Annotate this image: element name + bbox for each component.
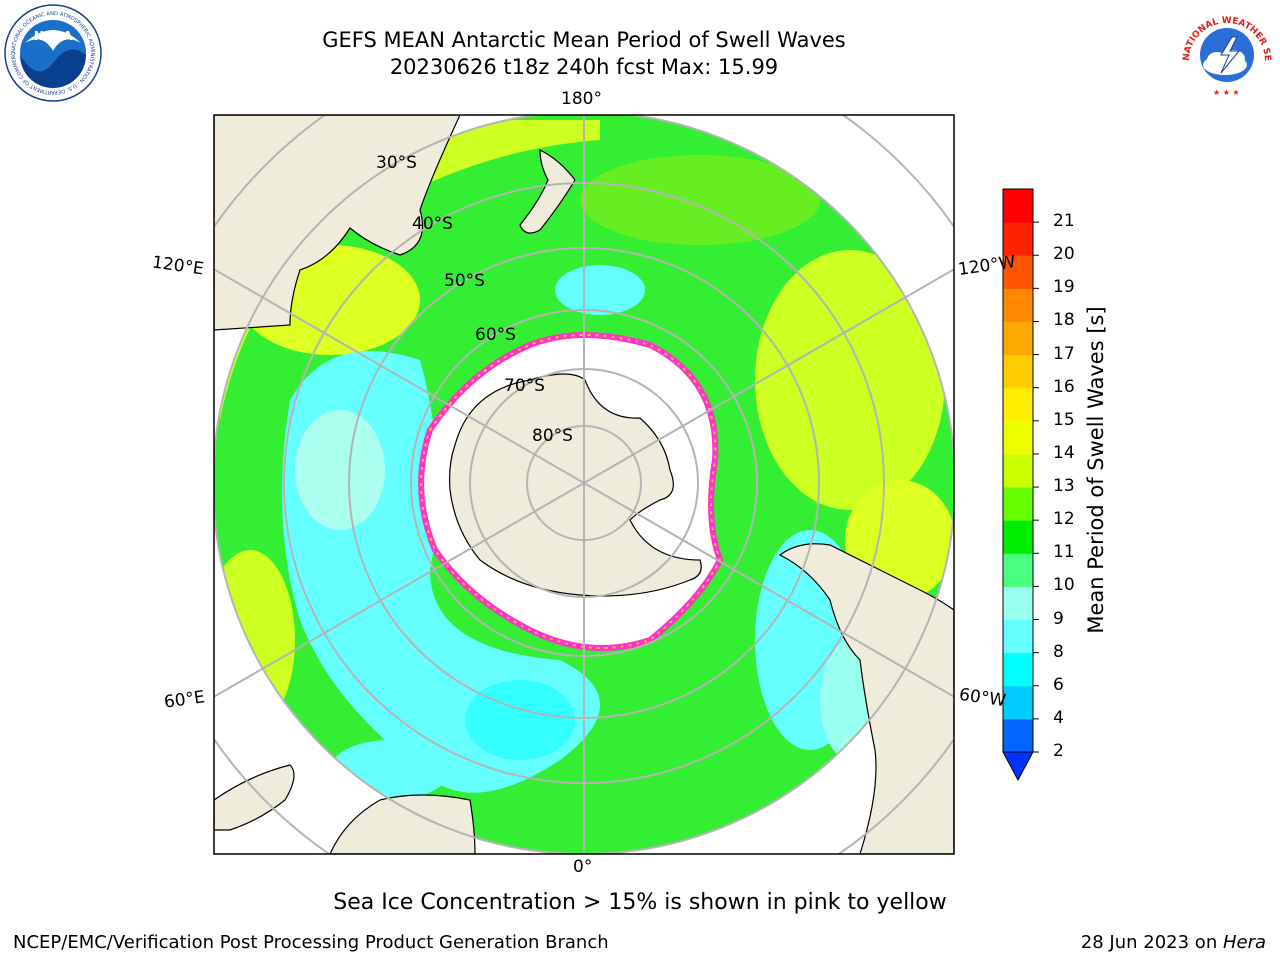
africa (329, 794, 476, 854)
lon-label-0: 0° (573, 857, 593, 877)
colorbar-segment (1003, 685, 1033, 720)
lat-label-80s: 80°S (532, 426, 573, 446)
footer-branch: NCEP/EMC/Verification Post Processing Pr… (13, 932, 609, 953)
graticule (214, 115, 954, 854)
colorbar-tick-label: 16 (1053, 376, 1075, 397)
footer-date: 28 Jun 2023 on Hera (1081, 932, 1266, 953)
colorbar-segment (1003, 222, 1033, 256)
colorbar-segment (1003, 520, 1033, 554)
colorbar-segment (1003, 354, 1033, 389)
colorbar-tick-label: 11 (1053, 542, 1075, 563)
colorbar-tick-label: 17 (1053, 343, 1075, 364)
colorbar-tick-label: 12 (1053, 509, 1075, 530)
lat-label-70s: 70°S (504, 376, 545, 396)
colorbar-tick-label: 9 (1053, 608, 1064, 629)
footer-date-text: 28 Jun 2023 on (1080, 932, 1223, 953)
colorbar-segment (1003, 321, 1033, 356)
nws-logo: NATIONAL WEATHER SERVICE ★ ★ ★ (1174, 0, 1277, 103)
colorbar-segment (1003, 387, 1033, 422)
footer-host: Hera (1222, 932, 1266, 953)
colorbar-segment (1003, 189, 1033, 223)
colorbar (1002, 188, 1039, 782)
noaa-logo-text: NOAA (34, 29, 73, 43)
colorbar-segment (1003, 453, 1033, 488)
new-zealand (519, 149, 576, 234)
lat-label-30s: 30°S (376, 153, 417, 173)
south-america (778, 543, 954, 854)
swell-period-field (214, 115, 954, 854)
colorbar-segment (1003, 718, 1033, 753)
colorbar-border (1002, 188, 1034, 753)
colorbar-tick-label: 21 (1053, 211, 1075, 232)
colorbar-segment (1003, 586, 1033, 621)
colorbar-segment (1003, 619, 1033, 654)
colorbar-tick-label: 10 (1053, 575, 1075, 596)
colorbar-segment (1003, 652, 1033, 687)
svg-text:★ ★ ★: ★ ★ ★ (1213, 88, 1240, 97)
chart-title: GEFS MEAN Antarctic Mean Period of Swell… (322, 28, 846, 52)
colorbar-segment (1003, 487, 1033, 521)
colorbar-segment (1003, 255, 1033, 289)
lat-label-60s: 60°S (475, 325, 516, 345)
colorbar-tick-label: 13 (1053, 476, 1075, 497)
colorbar-label: Mean Period of Swell Waves [s] (1084, 306, 1108, 634)
colorbar-tick-label: 4 (1053, 707, 1064, 728)
colorbar-tick-label: 19 (1053, 277, 1075, 298)
colorbar-tick-label: 15 (1053, 409, 1075, 430)
colorbar-tick-label: 14 (1053, 442, 1075, 463)
lat-label-50s: 50°S (444, 271, 485, 291)
noaa-logo: NATIONAL OCEANIC AND ATMOSPHERIC ADMINIS… (1, 0, 103, 103)
lat-label-40s: 40°S (412, 214, 453, 234)
colorbar-segment (1003, 420, 1033, 455)
colorbar-tick-label: 20 (1053, 244, 1075, 265)
lon-label-180: 180° (561, 89, 602, 109)
map-frame (213, 114, 955, 855)
colorbar-tick-label: 2 (1053, 741, 1064, 761)
colorbar-extend-arrow (1002, 751, 1034, 782)
colorbar-tick-label: 6 (1053, 674, 1064, 695)
chart-subtitle: 20230626 t18z 240h fcst Max: 15.99 (389, 55, 779, 79)
ice-caption: Sea Ice Concentration > 15% is shown in … (333, 890, 947, 915)
madagascar (214, 764, 295, 831)
colorbar-segment (1003, 288, 1033, 322)
colorbar-segment (1003, 553, 1033, 587)
colorbar-tick-label: 8 (1053, 641, 1064, 662)
colorbar-tick-label: 18 (1053, 310, 1075, 331)
